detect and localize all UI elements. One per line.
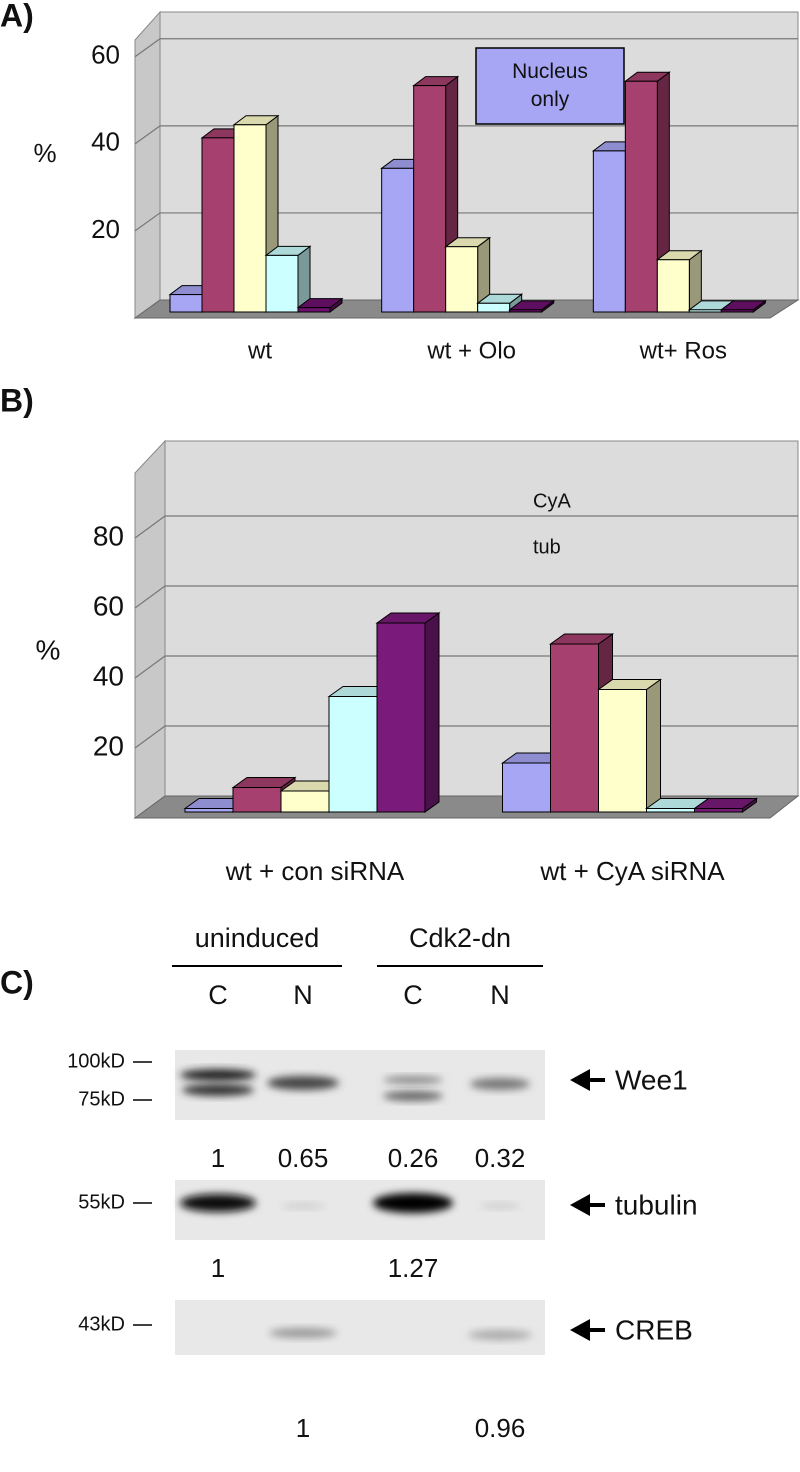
band [180,1069,256,1081]
bar [445,246,479,313]
bar [688,309,722,313]
panel-label: B) [0,382,34,418]
bar-side [424,612,440,813]
band [383,1091,443,1101]
bar-side [646,678,661,813]
group-label: Cdk2-dn [409,923,511,953]
arrow-head [570,1319,590,1341]
x-tick-label: wt+ Ros [639,337,727,364]
bar [509,309,543,313]
y-tick-label: 60 [93,590,124,621]
bar [502,762,551,813]
bar [381,167,415,313]
bar [265,254,299,313]
mw-marker: 55kD [78,1191,125,1213]
grid-line [134,515,798,539]
band [468,1330,532,1340]
bar [328,696,378,813]
bar [598,689,647,813]
grid-line [134,585,798,609]
quantification: 1 [296,1413,310,1443]
quantification: 1 [211,1143,225,1173]
grid-line [134,38,798,58]
back-wall [164,440,799,797]
y-axis-label: % [36,634,61,665]
grid-line [134,125,798,145]
x-tick-label: wt [247,337,272,364]
arrow-head [570,1069,590,1091]
bar [477,302,511,313]
bar [720,309,754,313]
lane-label: C [403,980,423,1010]
group-label: uninduced [195,923,320,953]
y-tick-label: 60 [91,40,120,70]
bar [550,643,599,813]
quantification: 0.65 [278,1143,329,1173]
y-tick-label: 20 [93,730,124,761]
y-tick-label: 80 [93,520,124,551]
bar [201,137,235,313]
bar [646,808,695,813]
side-wall [134,10,161,319]
mw-marker: 100kD [67,1050,125,1072]
bar [413,85,447,313]
band [383,1076,443,1084]
annotation: Nucleus only [512,60,588,111]
band [182,1084,254,1096]
bar [624,80,658,313]
panel-label: C) [0,964,34,1000]
grid-line [134,212,798,232]
band [480,1203,520,1209]
quantification: 0.32 [475,1143,526,1173]
band [180,1194,256,1212]
inset-label: CyA [533,490,571,512]
bar [169,294,203,313]
lane-label: C [208,980,228,1010]
y-tick-label: 40 [93,660,124,691]
protein-label: Wee1 [615,1064,688,1095]
bar [656,259,690,313]
bar [232,787,282,813]
protein-label: tubulin [615,1189,698,1220]
quantification: 0.26 [388,1143,439,1173]
band [470,1078,530,1090]
band [281,1203,325,1209]
quantification: 1 [211,1253,225,1283]
bar [297,307,331,313]
bar [280,790,330,813]
y-axis-label: % [33,138,56,168]
inset-label: tub [533,536,561,558]
x-tick-label: wt + Olo [426,337,516,364]
y-tick-label: 40 [91,127,120,157]
band [373,1193,453,1213]
side-wall [134,439,166,819]
blot-membrane [175,1300,545,1355]
quantification: 1.27 [388,1253,439,1283]
bar [592,150,626,313]
bar [233,124,267,313]
panel-label: A) [0,0,34,33]
x-tick-label: wt + con siRNA [225,856,405,886]
x-tick-label: wt + CyA siRNA [539,856,725,886]
band [269,1328,337,1338]
quantification: 0.96 [475,1413,526,1443]
mw-marker: 75kD [78,1088,125,1110]
y-tick-label: 20 [91,214,120,244]
bar [184,808,234,813]
mw-marker: 43kD [78,1313,125,1335]
bar [694,808,743,813]
bar [376,622,426,813]
protein-label: CREB [615,1314,693,1345]
annotation-box [475,47,625,125]
band [267,1076,339,1090]
arrow-head [570,1194,590,1216]
lane-label: N [490,980,510,1010]
lane-label: N [293,980,313,1010]
